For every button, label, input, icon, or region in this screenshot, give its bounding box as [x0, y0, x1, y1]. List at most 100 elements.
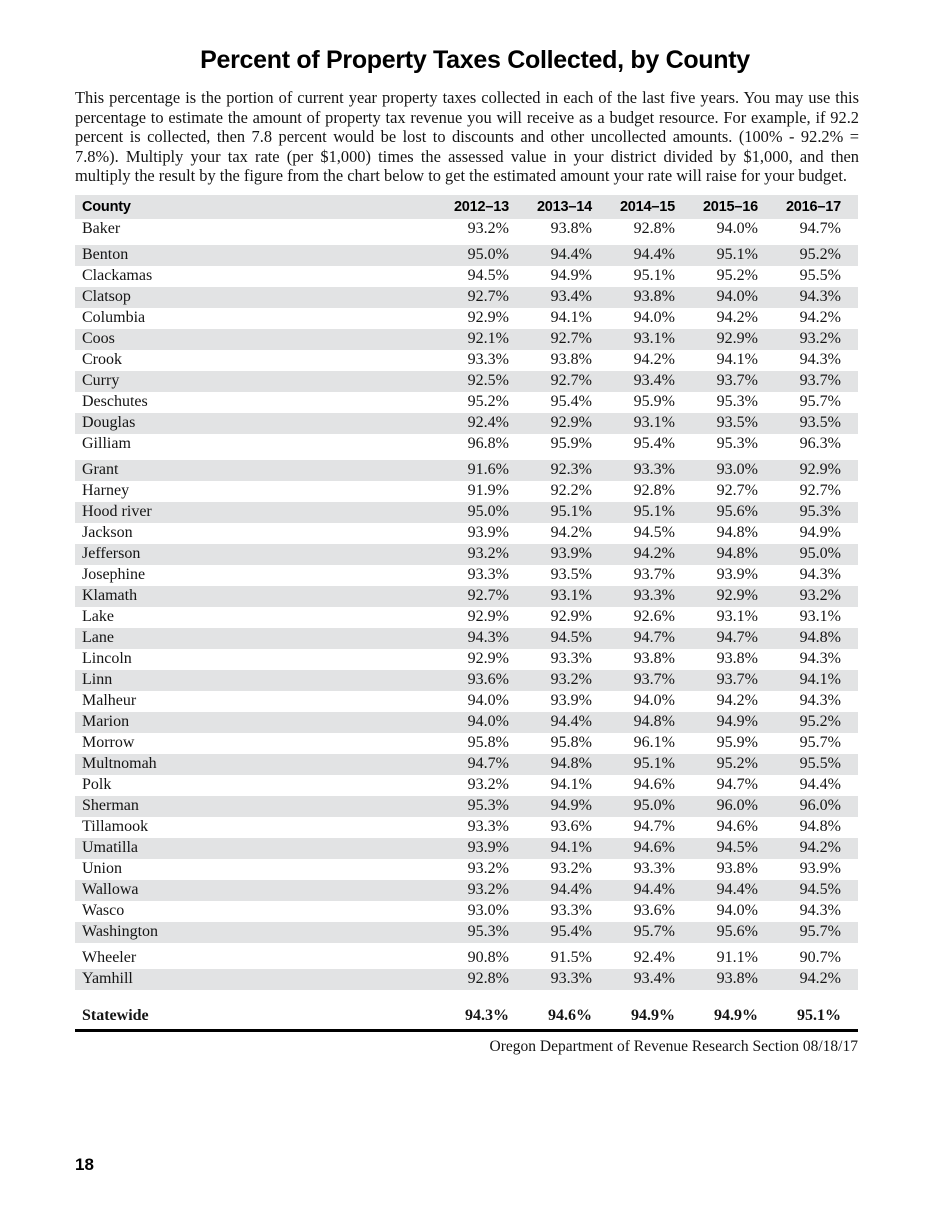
table-row: Lane 94.3% 94.5% 94.7% 94.7% 94.8%: [75, 627, 858, 649]
percent-value: 92.1%: [467, 330, 509, 348]
percent-value: 95.7%: [633, 923, 675, 941]
percent-value: 94.7%: [467, 755, 509, 773]
percent-value: 95.9%: [716, 734, 758, 752]
percent-value: 92.8%: [467, 970, 509, 988]
percent-value: 95.8%: [550, 734, 592, 752]
percent-value: 94.5%: [716, 839, 758, 857]
county-name: Wasco: [82, 902, 125, 920]
percent-value: 93.2%: [467, 545, 509, 563]
table-header-row: County 2012–13 2013–14 2014–15 2015–16 2016–1…: [75, 194, 858, 219]
percent-value: 93.3%: [633, 587, 675, 605]
table-body: Baker 93.2% 93.8% 92.8% 94.0% 94.7% Benton 95.0…: [75, 219, 858, 990]
county-name: Marion: [82, 713, 130, 731]
percent-value: 95.2%: [716, 755, 758, 773]
percent-value: 93.0%: [716, 461, 758, 479]
percent-value: 92.4%: [633, 949, 675, 967]
percent-value: 94.5%: [633, 524, 675, 542]
percent-value: 92.9%: [550, 608, 592, 626]
percent-value: 96.0%: [716, 797, 758, 815]
statewide-value: 95.1%: [797, 1006, 841, 1024]
percent-value: 94.2%: [799, 970, 841, 988]
percent-value: 93.5%: [716, 414, 758, 432]
table-row: Crook 93.3% 93.8% 94.2% 94.1% 94.3%: [75, 350, 858, 371]
percent-value: 95.8%: [467, 734, 509, 752]
percent-value: 95.2%: [799, 246, 841, 264]
percent-value: 93.5%: [799, 414, 841, 432]
table-row: Wasco 93.0% 93.3% 93.6% 94.0% 94.3%: [75, 901, 858, 922]
percent-value: 95.4%: [550, 923, 592, 941]
percent-value: 94.7%: [716, 776, 758, 794]
county-name: Polk: [82, 776, 112, 794]
percent-value: 91.1%: [716, 949, 758, 967]
percent-value: 94.8%: [799, 629, 841, 647]
percent-value: 92.8%: [633, 482, 675, 500]
percent-value: 94.3%: [799, 351, 841, 369]
header-year: 2015–16: [702, 198, 758, 215]
table-row: Polk 93.2% 94.1% 94.6% 94.7% 94.4%: [75, 775, 858, 796]
county-name: Sherman: [82, 797, 139, 815]
percent-value: 91.9%: [467, 482, 509, 500]
percent-value: 95.5%: [799, 267, 841, 285]
percent-value: 94.0%: [716, 220, 758, 238]
percent-value: 92.9%: [716, 587, 758, 605]
table-row: Benton 95.0% 94.4% 94.4% 95.1% 95.2%: [75, 244, 858, 266]
percent-value: 95.3%: [467, 797, 509, 815]
percent-value: 94.1%: [550, 309, 592, 327]
county-name: Wallowa: [82, 881, 139, 899]
county-name: Wheeler: [82, 949, 137, 967]
county-name: Morrow: [82, 734, 135, 752]
table-row: Tillamook 93.3% 93.6% 94.7% 94.6% 94.8%: [75, 817, 858, 838]
percent-value: 94.5%: [467, 267, 509, 285]
percent-value: 94.2%: [716, 309, 758, 327]
table-row: Morrow 95.8% 95.8% 96.1% 95.9% 95.7%: [75, 733, 858, 754]
table-bottom-rule: [75, 1028, 858, 1032]
county-name: Benton: [82, 246, 129, 264]
percent-value: 93.9%: [716, 566, 758, 584]
percent-value: 94.1%: [799, 671, 841, 689]
percent-value: 92.2%: [550, 482, 592, 500]
percent-value: 93.2%: [467, 881, 509, 899]
percent-value: 95.7%: [799, 923, 841, 941]
percent-value: 96.8%: [467, 435, 509, 453]
percent-value: 95.7%: [799, 734, 841, 752]
county-name: Lake: [82, 608, 114, 626]
percent-value: 96.0%: [799, 797, 841, 815]
percent-value: 94.0%: [716, 902, 758, 920]
percent-value: 93.8%: [716, 860, 758, 878]
percent-value: 94.2%: [633, 351, 675, 369]
table-row: Jefferson 93.2% 93.9% 94.2% 94.8% 95.0%: [75, 543, 858, 565]
statewide-value: 94.3%: [465, 1006, 509, 1024]
percent-value: 93.3%: [633, 860, 675, 878]
percent-value: 93.6%: [550, 818, 592, 836]
percent-value: 94.8%: [550, 755, 592, 773]
percent-value: 94.7%: [633, 629, 675, 647]
source-note: Oregon Department of Revenue Research Se…: [489, 1037, 858, 1055]
percent-value: 94.2%: [716, 692, 758, 710]
percent-value: 94.0%: [467, 713, 509, 731]
header-county: County: [82, 198, 131, 215]
table-row: Marion 94.0% 94.4% 94.8% 94.9% 95.2%: [75, 711, 858, 733]
county-name: Crook: [82, 351, 122, 369]
percent-value: 93.2%: [799, 330, 841, 348]
percent-value: 93.3%: [550, 650, 592, 668]
percent-value: 90.8%: [467, 949, 509, 967]
table-row: Multnomah 94.7% 94.8% 95.1% 95.2% 95.5%: [75, 753, 858, 775]
percent-value: 92.9%: [467, 309, 509, 327]
table-row: Coos 92.1% 92.7% 93.1% 92.9% 93.2%: [75, 328, 858, 350]
percent-value: 93.2%: [550, 671, 592, 689]
table-row: Clatsop 92.7% 93.4% 93.8% 94.0% 94.3%: [75, 286, 858, 308]
header-year: 2016–17: [785, 198, 841, 215]
percent-value: 94.1%: [550, 839, 592, 857]
percent-value: 92.9%: [467, 650, 509, 668]
percent-value: 96.1%: [633, 734, 675, 752]
table-row: Umatilla 93.9% 94.1% 94.6% 94.5% 94.2%: [75, 837, 858, 859]
table-row: Gilliam 96.8% 95.9% 95.4% 95.3% 96.3%: [75, 434, 858, 455]
percent-value: 93.7%: [799, 372, 841, 390]
percent-value: 95.3%: [716, 435, 758, 453]
table-row: Jackson 93.9% 94.2% 94.5% 94.8% 94.9%: [75, 523, 858, 544]
property-tax-table: County 2012–13 2013–14 2014–15 2015–16 2016–1…: [75, 194, 858, 1056]
percent-value: 95.1%: [550, 503, 592, 521]
intro-paragraph: This percentage is the portion of curren…: [75, 88, 859, 186]
percent-value: 94.2%: [633, 545, 675, 563]
percent-value: 93.6%: [633, 902, 675, 920]
